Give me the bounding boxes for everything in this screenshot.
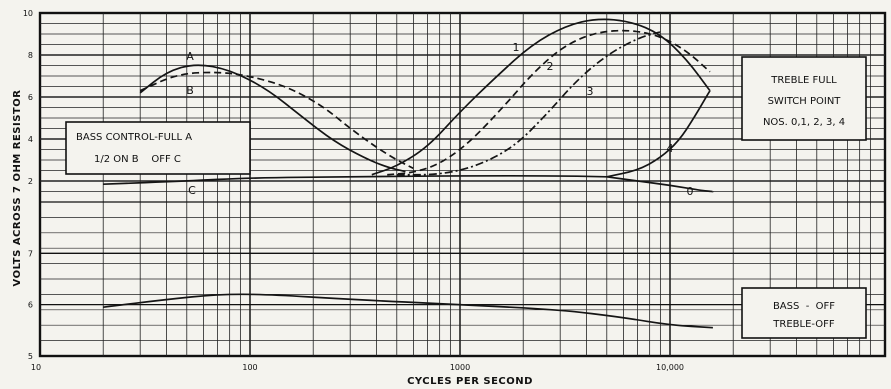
chart-ticks: 10 100 1000 10,000 10 8 6 4 2 7 6 5 [23,9,684,372]
x-tick-label: 100 [242,363,257,372]
bass-box-line-2: 1/2 ON B OFF C [94,154,181,165]
off-box-frame [741,287,867,339]
x-axis-title: CYCLES PER SECOND [407,376,533,387]
y-tick-label: 6 [28,93,33,102]
bass-box-frame [65,121,251,175]
curve-label-a: A [186,50,194,63]
y-axis-title: VOLTS ACROSS 7 OHM RESISTOR [12,90,23,287]
x-tick-label: 10,000 [656,363,684,372]
y-tick-label: 10 [23,9,33,18]
x-tick-label: 10 [31,363,41,372]
off-box-line-2: TREBLE-OFF [772,319,835,330]
curve-label-2: 2 [547,60,554,73]
off-annotation: BASS - OFF TREBLE-OFF [741,287,867,339]
y-tick-label: 8 [28,51,33,60]
bass-box-line-1: BASS CONTROL-FULL A [76,132,192,143]
off-box-line-1: BASS - OFF [773,301,835,312]
curve-label-3: 3 [587,85,594,98]
curve-label-c: C [188,184,196,197]
curve-0 [606,175,714,193]
chart-frame [38,11,887,358]
curve-2 [387,29,711,176]
treble-box-line-2: SWITCH POINT [768,96,842,107]
y-tick-label: 7 [28,249,33,258]
curve-label-b: B [186,84,194,97]
y-tick-label: 4 [28,135,33,144]
curve-label-4: 4 [667,142,674,155]
y-tick-label: 6 [28,301,33,310]
treble-box-frame [741,56,867,141]
curve-label-0: 0 [687,185,694,198]
y-tick-label: 5 [28,352,33,361]
curve-c [103,174,607,186]
treble-box-line-1: TREBLE FULL [770,75,837,86]
y-tick-label: 2 [28,177,33,186]
chart-curves: A B C 0 1 2 3 4 [103,18,714,329]
curve-4 [606,89,711,178]
treble-box-line-3: NOS. 0,1, 2, 3, 4 [763,117,845,128]
curve-bass-off-treble-off [103,293,713,329]
treble-annotation: TREBLE FULL SWITCH POINT NOS. 0,1, 2, 3,… [741,56,867,141]
curve-1 [371,18,711,176]
curve-3 [396,31,662,176]
curve-a [139,64,406,173]
x-tick-label: 1000 [450,363,470,372]
curve-b [139,71,414,170]
bass-control-annotation: BASS CONTROL-FULL A 1/2 ON B OFF C [65,121,251,175]
curve-label-1: 1 [513,41,520,54]
